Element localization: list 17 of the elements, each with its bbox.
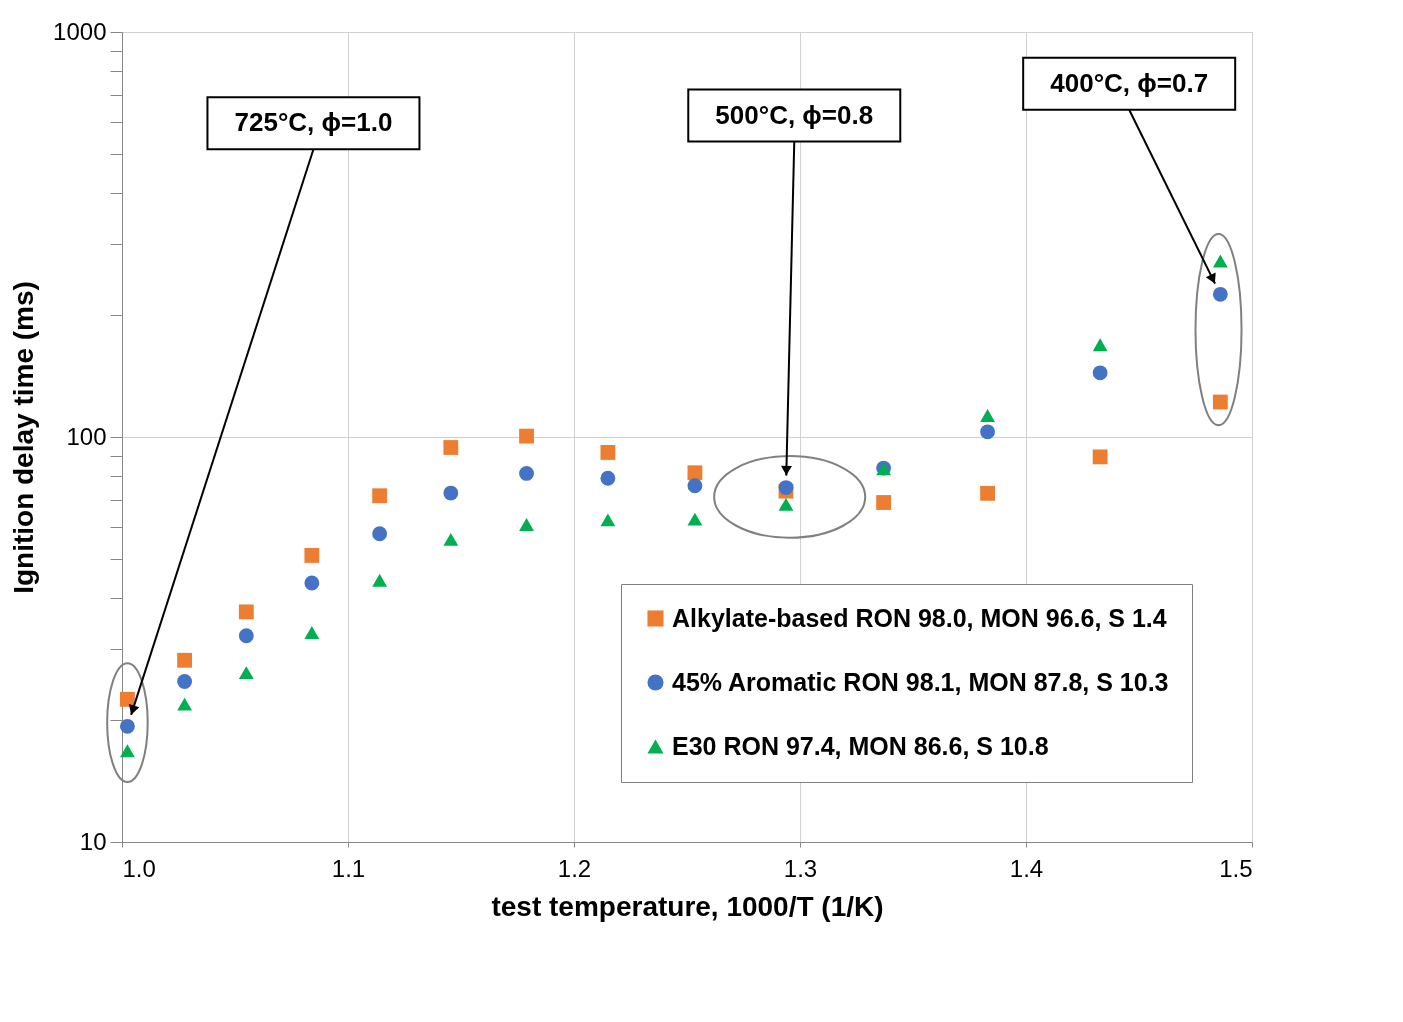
annotation: 500°C, ϕ=0.8 — [715, 99, 874, 130]
x-tick-label: 1.0 — [122, 854, 156, 882]
x-tick-label: 1.3 — [783, 854, 818, 882]
y-axis-title: Ignition delay time (ms) — [8, 281, 40, 594]
legend-label: 45% Aromatic RON 98.1, MON 87.8, S 10.3 — [672, 667, 1169, 696]
y-tick-label: 100 — [66, 422, 107, 450]
annotation: 400°C, ϕ=0.7 — [1050, 67, 1209, 98]
x-tick-label: 1.5 — [1219, 854, 1253, 882]
legend-label: Alkylate-based RON 98.0, MON 96.6, S 1.4 — [672, 603, 1167, 632]
legend-label: E30 RON 97.4, MON 86.6, S 10.8 — [672, 731, 1049, 760]
y-tick-label: 1000 — [53, 17, 107, 45]
x-tick-label: 1.1 — [331, 854, 366, 882]
x-tick-label: 1.4 — [1009, 854, 1044, 882]
x-axis-title: test temperature, 1000/T (1/K) — [491, 890, 884, 922]
annotation: 725°C, ϕ=1.0 — [234, 107, 393, 138]
x-tick-label: 1.2 — [557, 854, 592, 882]
y-tick-label: 10 — [79, 827, 107, 855]
